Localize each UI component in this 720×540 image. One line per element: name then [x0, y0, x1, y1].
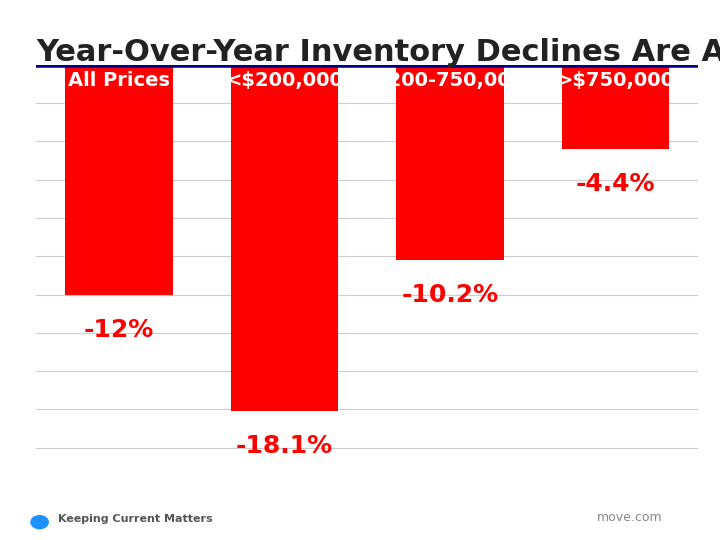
Bar: [230, 65, 338, 411]
Bar: [562, 65, 670, 149]
Text: $200-750,000: $200-750,000: [375, 71, 525, 90]
Text: -12%: -12%: [84, 318, 154, 341]
Text: -10.2%: -10.2%: [402, 283, 498, 307]
Text: >$750,000: >$750,000: [557, 71, 675, 90]
Text: <$200,000: <$200,000: [225, 71, 343, 90]
Bar: [65, 65, 173, 294]
Bar: [396, 65, 504, 260]
Text: move.com: move.com: [597, 511, 662, 524]
Text: Year-Over-Year Inventory Declines Are Accelerating: Year-Over-Year Inventory Declines Are Ac…: [36, 38, 720, 67]
Text: Keeping Current Matters: Keeping Current Matters: [58, 514, 212, 524]
Text: -18.1%: -18.1%: [236, 434, 333, 458]
Text: All Prices: All Prices: [68, 71, 170, 90]
Text: -4.4%: -4.4%: [576, 172, 655, 196]
